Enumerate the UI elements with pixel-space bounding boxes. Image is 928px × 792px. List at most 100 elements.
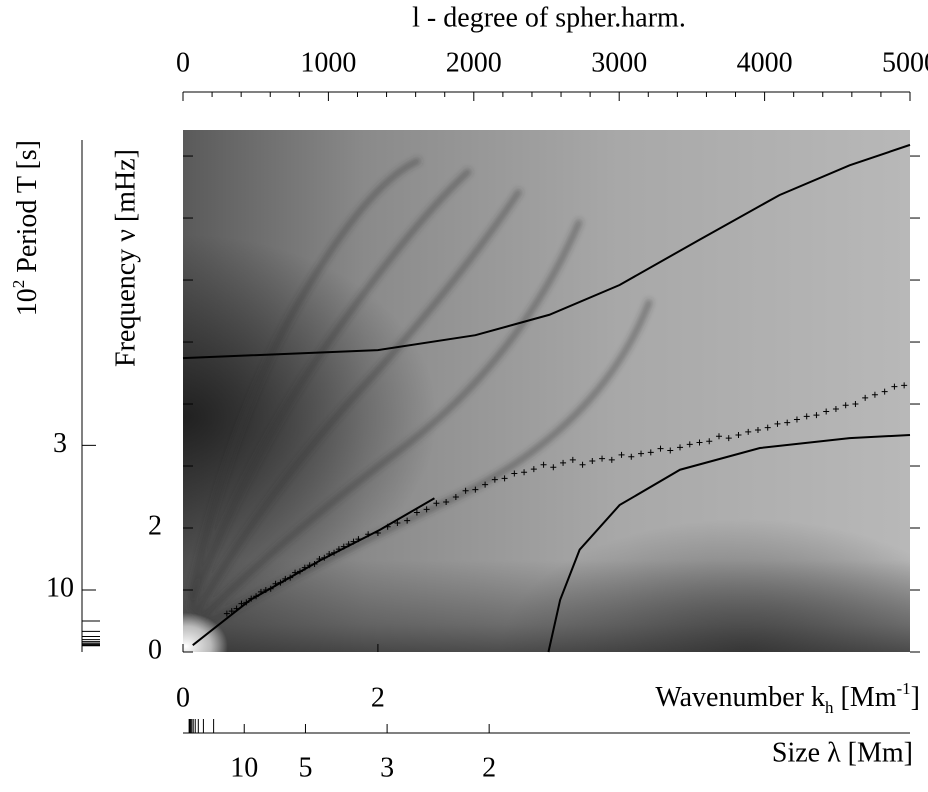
- top-tick-label: 0: [176, 47, 190, 78]
- data-point: [228, 608, 235, 615]
- top-tick-label: 1000: [300, 47, 356, 78]
- data-point: [296, 568, 303, 575]
- data-point: [793, 416, 800, 423]
- xlabel-label: Wavenumber kh [Mm-1]: [655, 679, 920, 717]
- y-tick-label: 0: [148, 634, 162, 665]
- label-part: -1: [897, 679, 911, 698]
- data-point: [462, 487, 469, 494]
- top-axis-title: l - degree of spher.harm.: [412, 2, 686, 33]
- data-point: [501, 475, 508, 482]
- label-part: Period T [s]: [12, 140, 43, 280]
- data-point: [599, 455, 606, 462]
- data-point: [243, 599, 250, 606]
- data-point: [413, 509, 420, 516]
- data-point: [803, 413, 810, 420]
- y-axis-title: Frequency ν [mHz]: [110, 149, 141, 367]
- data-point: [316, 556, 323, 563]
- data-point: [262, 587, 269, 594]
- label-part: Wavenumber k: [655, 682, 825, 713]
- data-point: [891, 383, 898, 390]
- period-tick-label: 10: [46, 572, 74, 603]
- model-curve: [182, 143, 911, 360]
- data-point: [608, 456, 615, 463]
- data-point: [560, 459, 567, 466]
- data-point: [813, 412, 820, 419]
- data-point: [340, 543, 347, 550]
- data-point: [306, 562, 313, 569]
- top-tick-label: 4000: [737, 47, 793, 78]
- data-point: [871, 391, 878, 398]
- data-point: [233, 605, 240, 612]
- x-tick-label: 2: [371, 682, 385, 713]
- data-point: [550, 464, 557, 471]
- model-curve: [192, 497, 435, 646]
- data-point: [257, 588, 264, 595]
- data-point: [725, 435, 732, 442]
- data-point: [267, 585, 274, 592]
- data-point: [238, 600, 245, 607]
- data-point: [277, 579, 284, 586]
- data-point: [423, 506, 430, 513]
- spectrum-image: [183, 130, 910, 652]
- data-point: [696, 439, 703, 446]
- data-point: [331, 549, 338, 556]
- data-point: [628, 453, 635, 460]
- data-point: [901, 382, 908, 389]
- data-point: [287, 574, 294, 581]
- data-point: [345, 541, 352, 548]
- data-point: [832, 405, 839, 412]
- data-point: [657, 445, 664, 452]
- data-point: [301, 564, 308, 571]
- label-part: [Mm: [834, 682, 897, 713]
- model-curve: [547, 434, 911, 653]
- size-axis-title: Size λ [Mm]: [772, 737, 913, 768]
- data-point: [472, 486, 479, 493]
- data-point: [540, 461, 547, 468]
- data-point: [784, 419, 791, 426]
- size-tick-label: 5: [298, 752, 312, 783]
- y-tick-label: 2: [148, 510, 162, 541]
- data-point: [706, 438, 713, 445]
- data-point: [223, 610, 230, 617]
- data-point: [530, 466, 537, 473]
- data-point: [452, 494, 459, 501]
- period-tick-label: 3: [53, 428, 67, 459]
- data-point: [521, 469, 528, 476]
- data-point: [335, 546, 342, 553]
- data-point: [569, 456, 576, 463]
- data-point: [745, 428, 752, 435]
- data-point: [511, 470, 518, 477]
- data-point: [433, 500, 440, 507]
- data-point: [253, 593, 260, 600]
- data-point: [881, 388, 888, 395]
- label-part: ]: [911, 682, 920, 713]
- data-point: [248, 595, 255, 602]
- data-point: [686, 441, 693, 448]
- data-point: [311, 560, 318, 567]
- data-point: [374, 529, 381, 536]
- data-point: [292, 569, 299, 576]
- size-tick-label: 10: [230, 752, 258, 783]
- data-point: [852, 401, 859, 408]
- top-tick-label: 2000: [446, 47, 502, 78]
- data-point: [618, 451, 625, 458]
- data-point: [647, 449, 654, 456]
- y2label-label: 102 Period T [s]: [9, 140, 43, 316]
- data-point: [443, 498, 450, 505]
- data-point: [823, 408, 830, 415]
- data-point: [589, 458, 596, 465]
- data-point: [350, 538, 357, 545]
- data-point: [774, 420, 781, 427]
- data-point: [491, 476, 498, 483]
- data-point: [282, 575, 289, 582]
- data-point: [754, 427, 761, 434]
- data-point: [355, 536, 362, 543]
- data-point: [384, 523, 391, 530]
- top-tick-label: 3000: [591, 47, 647, 78]
- label-part: 2: [9, 280, 28, 289]
- x-tick-label: 0: [176, 682, 190, 713]
- data-point: [321, 554, 328, 561]
- data-point: [404, 517, 411, 524]
